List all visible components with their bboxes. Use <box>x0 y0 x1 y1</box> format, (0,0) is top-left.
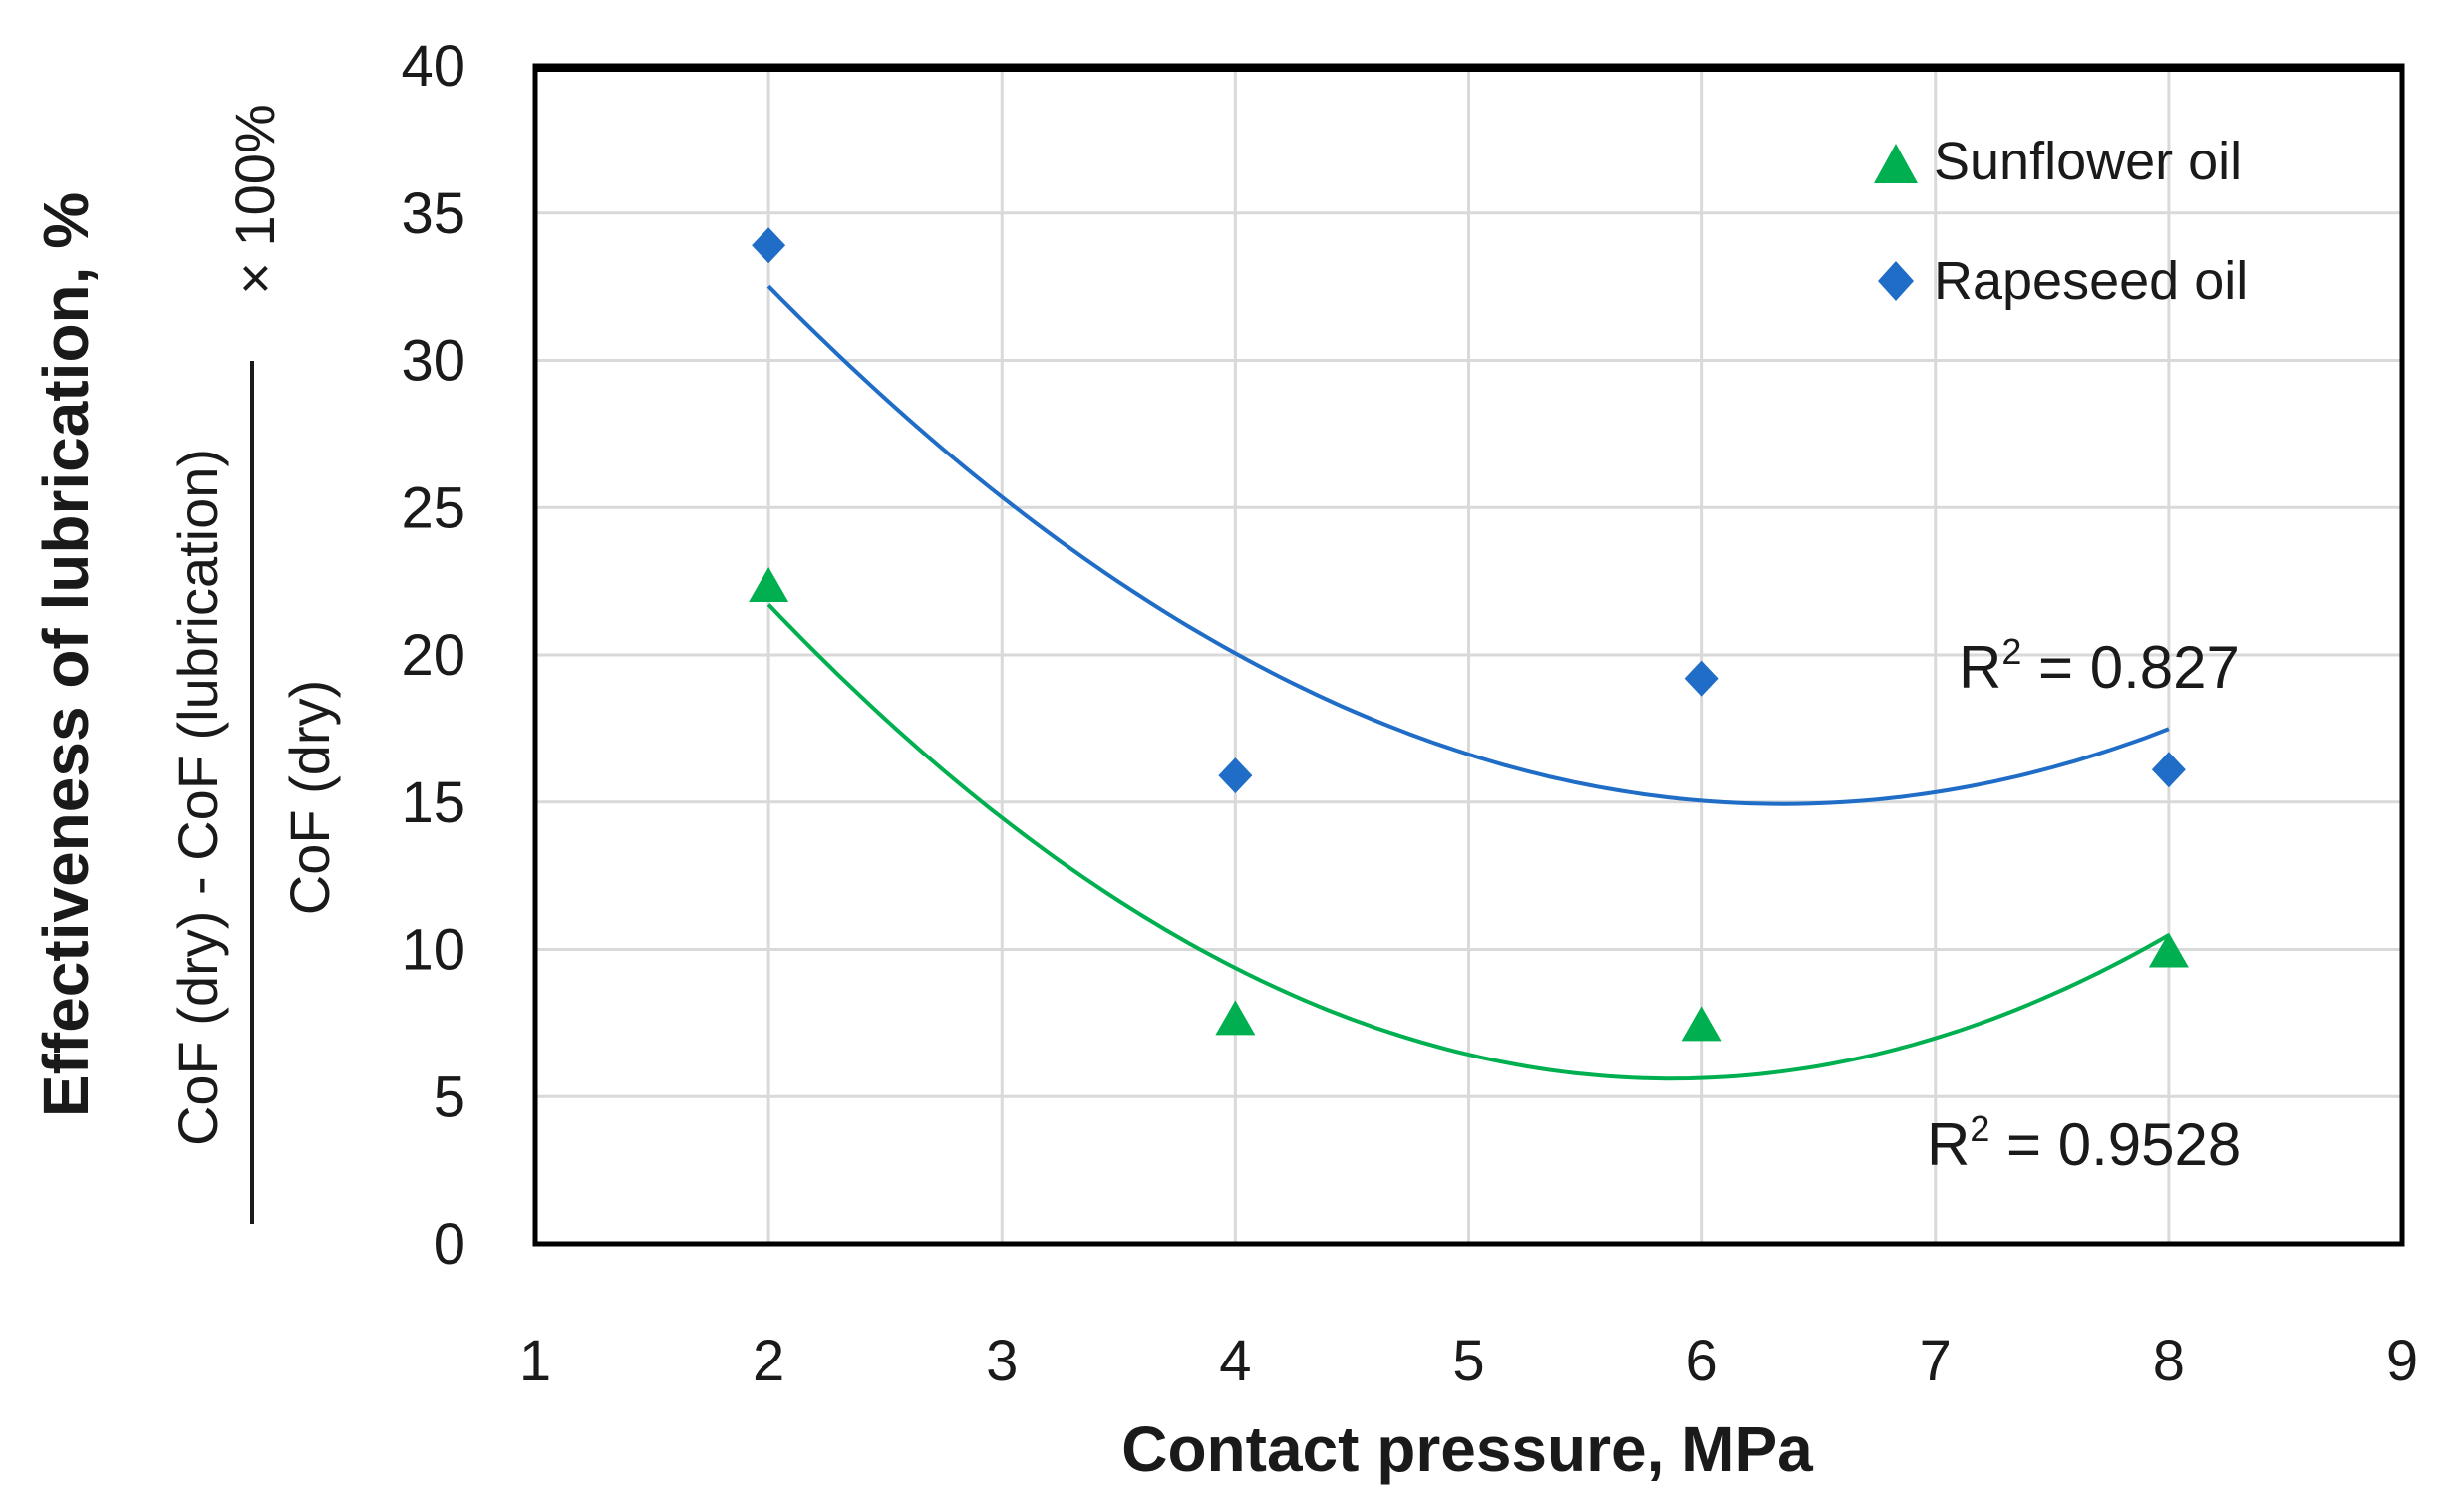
rapeseed-marker-x6 <box>1684 660 1719 697</box>
r2-label-rapeseed: R2 = 0.827 <box>1959 631 2240 701</box>
r2-label-sunflower: R2 = 0.9528 <box>1927 1108 2241 1178</box>
legend-triangle-marker <box>1874 144 1918 183</box>
x-axis-title: Contact pressure, MPa <box>1121 1413 1813 1485</box>
sunflower-marker-x6 <box>1681 1006 1722 1042</box>
y-tick-label-15: 15 <box>401 770 465 835</box>
legend-label-sunflower: Sunflower oil <box>1934 132 2242 191</box>
y-axis-formula-denominator: CoF (dry) <box>278 680 341 915</box>
x-tick-label-6: 6 <box>1685 1329 1717 1393</box>
y-axis-tick-labels: 0 5 10 15 20 25 30 35 40 <box>401 34 465 1277</box>
x-tick-label-7: 7 <box>1920 1329 1952 1393</box>
trendline-sunflower <box>766 603 2170 1081</box>
x-tick-label-9: 9 <box>2386 1329 2418 1393</box>
rapeseed-marker-x4 <box>1218 757 1253 794</box>
legend: Sunflower oil Rapeseed oil <box>1874 132 2248 311</box>
trendlines <box>766 284 2170 1081</box>
y-tick-label-30: 30 <box>401 329 465 394</box>
sunflower-marker-x2 <box>749 567 789 603</box>
y-tick-label-0: 0 <box>434 1212 465 1277</box>
y-axis-formula-multiplier: × 100% <box>223 104 286 295</box>
x-tick-label-2: 2 <box>753 1329 784 1393</box>
rapeseed-marker-x8 <box>2151 752 2186 788</box>
x-tick-label-8: 8 <box>2153 1329 2185 1393</box>
y-tick-label-40: 40 <box>401 34 465 99</box>
y-axis-title: Effectiveness of lubrication, % <box>30 192 102 1117</box>
x-tick-label-3: 3 <box>986 1329 1018 1393</box>
x-tick-label-4: 4 <box>1219 1329 1251 1393</box>
sunflower-marker-x8 <box>2148 932 2189 968</box>
y-tick-label-20: 20 <box>401 623 465 688</box>
y-tick-label-5: 5 <box>434 1064 465 1129</box>
rapeseed-marker-x2 <box>752 227 786 264</box>
data-markers <box>749 227 2189 1042</box>
legend-label-rapeseed: Rapeseed oil <box>1934 251 2248 311</box>
trendline-rapeseed <box>766 284 2170 806</box>
y-tick-label-10: 10 <box>401 918 465 983</box>
y-tick-label-25: 25 <box>401 475 465 540</box>
y-axis-formula-numerator: CoF (dry) - CoF (lubrication) <box>166 449 229 1146</box>
sunflower-marker-x4 <box>1215 1000 1256 1036</box>
y-tick-label-35: 35 <box>401 181 465 246</box>
legend-diamond-marker <box>1878 261 1914 301</box>
x-tick-label-1: 1 <box>519 1329 551 1393</box>
x-tick-label-5: 5 <box>1452 1329 1484 1393</box>
x-axis-tick-labels: 1 2 3 4 5 6 7 8 9 <box>519 1329 2418 1393</box>
